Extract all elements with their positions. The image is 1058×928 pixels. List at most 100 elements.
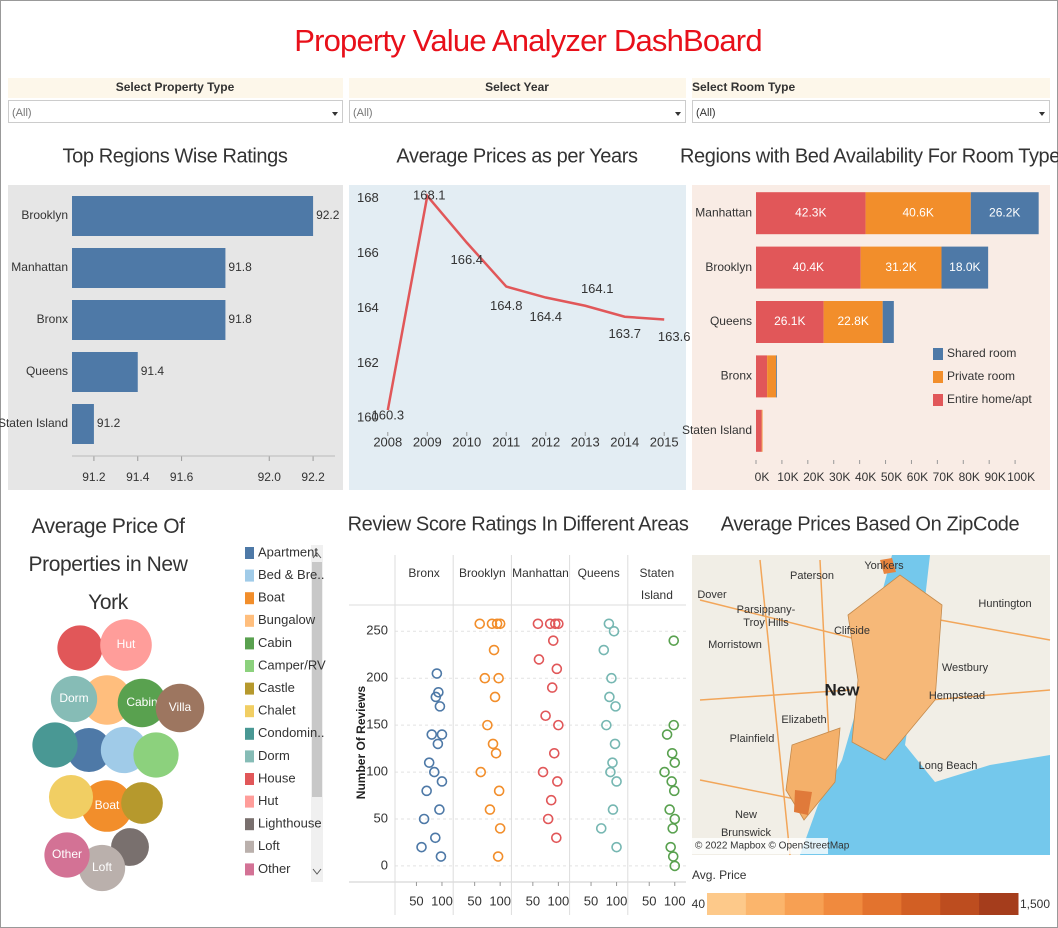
point bbox=[430, 832, 441, 844]
dropdown[interactable] bbox=[349, 100, 686, 123]
colorbar-step bbox=[901, 893, 941, 915]
x-tick-label: 2015 bbox=[650, 434, 679, 449]
x-tick-label: 70K bbox=[933, 470, 954, 484]
legend-swatch bbox=[245, 705, 254, 718]
value-label: 18.0K bbox=[949, 260, 980, 274]
road bbox=[819, 559, 831, 761]
line bbox=[386, 193, 665, 411]
point bbox=[475, 766, 487, 778]
x-tick-label: 2010 bbox=[452, 434, 481, 449]
bubble bbox=[121, 782, 163, 824]
point bbox=[669, 757, 681, 768]
legend-swatch bbox=[245, 840, 254, 853]
y-tick-label: 166 bbox=[357, 245, 379, 260]
value-label: 91.8 bbox=[228, 260, 252, 274]
point bbox=[432, 738, 444, 750]
y-tick-label: 160 bbox=[357, 410, 379, 425]
point bbox=[479, 672, 491, 684]
point bbox=[611, 841, 622, 853]
value-label: 160.3 bbox=[372, 407, 405, 422]
place-label: Hempstead bbox=[929, 690, 985, 702]
y-tick-label: Staten Island bbox=[682, 423, 752, 437]
x-tick-label: 91.6 bbox=[170, 470, 194, 484]
dropdown-value: (All) bbox=[696, 107, 716, 119]
colorbar-step bbox=[979, 893, 1019, 915]
dropdown[interactable] bbox=[8, 100, 343, 123]
point bbox=[486, 618, 498, 630]
point bbox=[493, 672, 504, 684]
colorbar-step bbox=[940, 893, 980, 915]
dropdown[interactable] bbox=[692, 100, 1050, 123]
bubble-label: Cabin bbox=[126, 695, 157, 709]
bubble-label: Loft bbox=[92, 860, 113, 874]
road bbox=[699, 689, 851, 701]
x-tick-label: 100 bbox=[606, 893, 628, 908]
value-label: 163.6 bbox=[658, 329, 691, 344]
legend-label: Other bbox=[258, 861, 291, 876]
point bbox=[603, 618, 615, 630]
legend-label: Shared room bbox=[947, 346, 1016, 360]
facet-label: Manhattan bbox=[512, 566, 569, 580]
dropdown-value: (All) bbox=[353, 107, 373, 119]
bar-segment bbox=[860, 246, 942, 289]
point bbox=[669, 860, 681, 872]
place-label: Elizabeth bbox=[781, 714, 826, 726]
x-tick-label: 2011 bbox=[492, 434, 520, 449]
point bbox=[669, 813, 681, 825]
bubble bbox=[50, 675, 98, 723]
bar bbox=[72, 300, 226, 340]
point bbox=[553, 719, 564, 731]
point bbox=[487, 738, 499, 750]
point bbox=[661, 729, 673, 740]
legend-swatch bbox=[933, 348, 943, 360]
scroll-up bbox=[312, 552, 322, 559]
place-label: Long Beach bbox=[919, 760, 978, 772]
legend-label: Camper/RV bbox=[258, 657, 326, 672]
point bbox=[606, 672, 617, 684]
x-tick-label: 80K bbox=[959, 470, 980, 484]
road bbox=[699, 599, 861, 641]
colorbar-label: 1,500 bbox=[1020, 897, 1050, 911]
road bbox=[929, 689, 1051, 701]
filter-label: Select Year bbox=[485, 80, 549, 94]
x-tick-label: 2009 bbox=[413, 434, 442, 449]
bar bbox=[72, 196, 314, 236]
filter-label: Select Property Type bbox=[116, 80, 235, 94]
bubble bbox=[32, 722, 78, 768]
bar-segment bbox=[756, 246, 861, 289]
value-label: 40.4K bbox=[793, 260, 824, 274]
value-label: 92.2 bbox=[316, 208, 340, 222]
value-label: 164.4 bbox=[529, 309, 562, 324]
x-tick-label: 0K bbox=[755, 470, 770, 484]
bar-segment bbox=[941, 246, 989, 289]
y-tick-label: 200 bbox=[366, 670, 388, 685]
point bbox=[474, 618, 486, 630]
point bbox=[544, 618, 556, 630]
place-label: Yonkers bbox=[864, 560, 904, 572]
y-tick-label: 162 bbox=[357, 355, 379, 370]
x-tick-label: 50K bbox=[881, 470, 902, 484]
facet-label: Staten Island bbox=[639, 566, 675, 602]
legend-swatch bbox=[245, 863, 254, 876]
point bbox=[553, 618, 564, 630]
y-tick-label: Bronx bbox=[721, 369, 752, 383]
filter-header bbox=[692, 78, 1050, 98]
x-tick-label: 100 bbox=[548, 893, 570, 908]
value-label: 91.4 bbox=[141, 364, 165, 378]
road bbox=[759, 559, 791, 856]
bar bbox=[72, 404, 94, 444]
value-label: 91.2 bbox=[97, 416, 121, 430]
point bbox=[665, 841, 676, 853]
legend-label: Entire home/apt bbox=[947, 392, 1032, 406]
bar bbox=[72, 352, 138, 392]
legend-swatch bbox=[245, 818, 254, 831]
x-tick-label: 100 bbox=[489, 893, 511, 908]
point bbox=[601, 719, 612, 731]
place-label: New bbox=[825, 680, 861, 699]
dropdown-value: (All) bbox=[12, 107, 32, 119]
value-label: 91.8 bbox=[228, 312, 252, 326]
point bbox=[598, 644, 610, 656]
point bbox=[494, 823, 506, 834]
bubble bbox=[82, 675, 132, 725]
legend-swatch bbox=[245, 614, 254, 627]
